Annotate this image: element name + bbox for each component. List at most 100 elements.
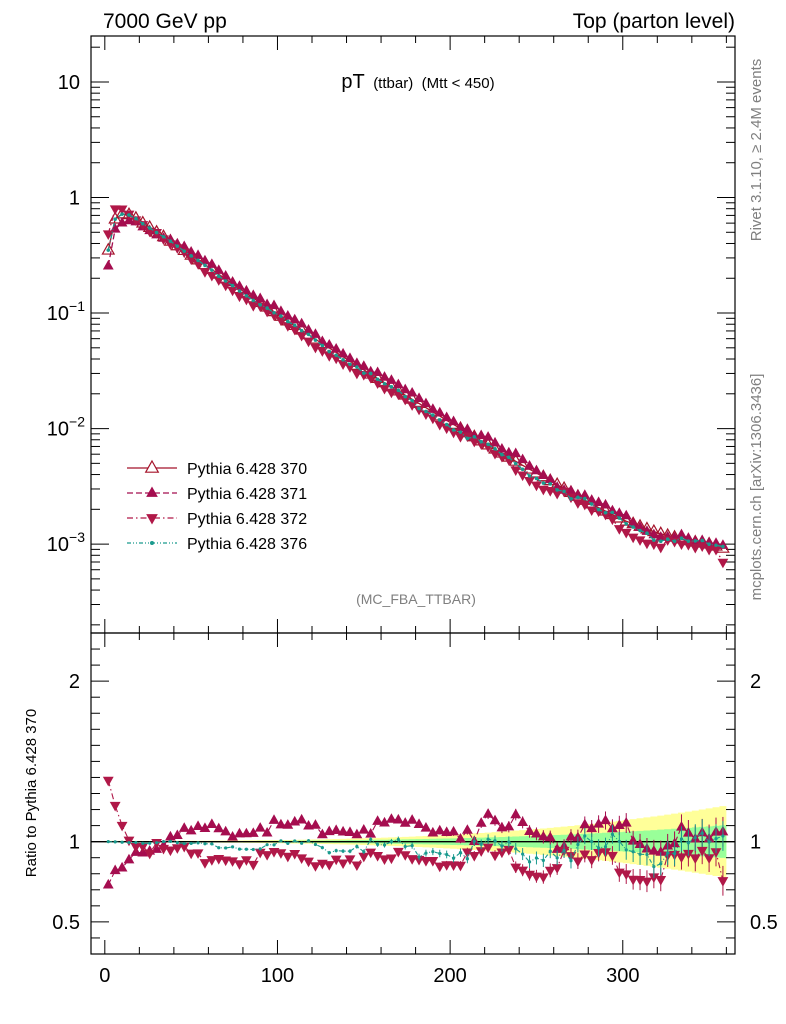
ratio-point-371	[648, 845, 660, 855]
ratio-point-372	[379, 855, 390, 866]
point-376	[700, 538, 704, 543]
ratio-point-372	[620, 870, 632, 881]
point-372	[275, 316, 287, 326]
ratio-point-371	[524, 825, 535, 836]
ratio-point-371	[372, 815, 384, 825]
point-372	[254, 302, 266, 313]
ratio-point-371	[275, 818, 287, 829]
ratio-point-376	[527, 860, 532, 864]
ratio-point-371	[247, 827, 259, 837]
point-376	[472, 434, 477, 439]
ratio-point-376	[617, 839, 621, 843]
point-372	[220, 281, 232, 292]
ratio-point-371	[434, 824, 446, 835]
point-372	[434, 420, 446, 431]
point-376	[134, 216, 138, 221]
point-371	[482, 431, 494, 441]
ratio-point-376	[300, 841, 304, 845]
ratio-point-372	[344, 855, 356, 865]
point-372	[627, 533, 639, 544]
point-376	[403, 394, 408, 399]
ratio-point-371	[634, 838, 646, 849]
ratio-point-372	[310, 862, 321, 872]
ratio-point-372	[227, 857, 238, 867]
ratio-point-376	[265, 843, 269, 847]
point-370	[101, 242, 116, 255]
ratio-point-371	[358, 823, 370, 834]
legend: Pythia 6.428 370 Pythia 6.428 371 Pythia 6…	[127, 459, 307, 553]
main-tick-label: 1	[69, 188, 80, 210]
point-376	[479, 439, 483, 444]
ratio-point-371	[620, 817, 632, 827]
point-372	[206, 271, 218, 282]
point-376	[272, 310, 276, 315]
ratio-tick-label-left: 0.5	[52, 912, 80, 934]
ratio-point-372	[303, 857, 314, 868]
point-372	[489, 449, 501, 460]
point-376	[182, 249, 187, 253]
ratio-point-376	[424, 851, 428, 855]
ratio-point-376	[141, 841, 145, 845]
ratio-point-371	[551, 843, 563, 853]
ratio-point-372	[434, 862, 446, 873]
main-tick-label: 10−1	[47, 298, 85, 325]
point-376	[437, 418, 442, 422]
point-371	[178, 240, 190, 251]
point-376	[327, 349, 332, 354]
ratio-point-372	[116, 821, 128, 832]
ratio-point-372	[372, 852, 384, 862]
point-376	[216, 274, 221, 278]
ratio-point-376	[182, 841, 186, 846]
ratio-point-376	[507, 840, 511, 844]
ratio-point-372	[165, 846, 176, 857]
point-376	[431, 413, 435, 417]
ratio-point-371	[351, 828, 363, 839]
point-372	[130, 216, 142, 226]
point-376	[113, 217, 117, 221]
point-371	[420, 397, 432, 408]
point-371	[379, 371, 390, 381]
legend-item-370: Pythia 6.428 370	[127, 459, 307, 478]
ratio-point-372	[351, 861, 363, 872]
point-372	[689, 543, 701, 554]
x-tick-label: 0	[99, 965, 110, 987]
point-372	[337, 360, 349, 370]
point-371	[434, 406, 446, 417]
legend-label: Pythia 6.428 372	[187, 511, 307, 528]
ratio-point-372	[586, 856, 598, 866]
point-371	[323, 338, 335, 349]
point-371	[372, 366, 384, 377]
ratio-point-372	[330, 855, 342, 866]
ratio-point-376	[500, 844, 504, 848]
ratio-point-376	[410, 844, 414, 848]
ratio-point-376	[210, 842, 214, 846]
ratio-point-376	[458, 850, 463, 855]
ratio-point-376	[597, 846, 601, 850]
ratio-point-371	[510, 808, 522, 819]
point-371	[613, 507, 625, 517]
ratio-point-372	[503, 845, 515, 856]
ratio-point-372	[171, 844, 183, 854]
point-376	[375, 377, 380, 382]
ratio-point-376	[645, 852, 649, 857]
ratio-point-371	[310, 819, 321, 829]
ratio-point-376	[348, 849, 352, 853]
ratio-point-376	[175, 841, 179, 845]
ratio-point-372	[427, 857, 439, 867]
ratio-point-376	[134, 840, 138, 845]
ratio-series-372	[102, 776, 729, 896]
point-376	[638, 528, 642, 533]
ratio-point-371	[254, 822, 266, 832]
ratio-point-372	[461, 848, 473, 859]
main-y-ticks: 10 1 10−1 10−2 10−3	[47, 46, 735, 626]
legend-label: Pythia 6.428 370	[187, 461, 307, 478]
point-376	[721, 544, 725, 549]
point-376	[292, 323, 297, 328]
point-372	[413, 405, 425, 416]
point-372	[607, 515, 618, 526]
ratio-point-376	[313, 842, 318, 847]
point-376	[541, 481, 546, 485]
ratio-point-376	[258, 847, 262, 851]
main-tick-label: 10−3	[47, 529, 85, 556]
point-371	[330, 342, 342, 353]
